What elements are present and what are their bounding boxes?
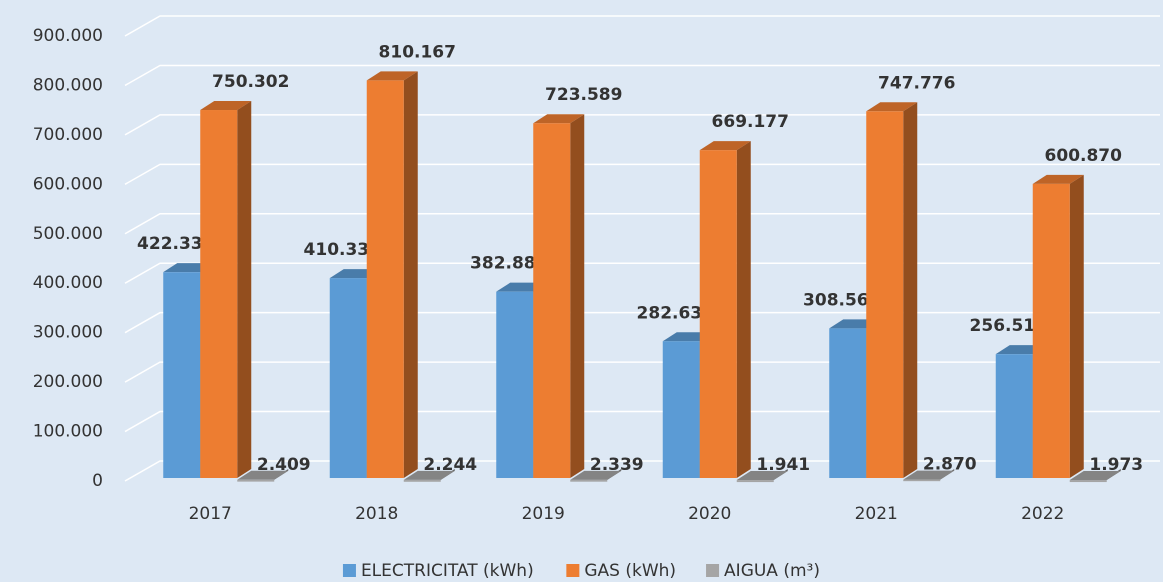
bar-top — [699, 141, 751, 151]
bar — [329, 278, 367, 478]
y-tick-label: 800.000 — [33, 75, 103, 95]
bar — [496, 291, 534, 478]
bar-top — [366, 71, 418, 81]
bar — [366, 80, 404, 479]
value-label: 2.339 — [590, 455, 644, 475]
y-tick-label: 900.000 — [33, 26, 103, 46]
bar — [533, 123, 571, 479]
y-tick-label: 700.000 — [33, 125, 103, 145]
bar — [570, 479, 608, 482]
value-label: 723.589 — [545, 85, 622, 105]
bar — [662, 341, 700, 478]
legend-swatch — [706, 564, 720, 577]
value-label: 747.776 — [878, 73, 955, 93]
bar — [163, 272, 201, 478]
value-label: 669.177 — [712, 112, 789, 132]
value-label: 600.870 — [1045, 146, 1123, 166]
x-tick-label: 2018 — [355, 504, 398, 524]
bar — [829, 328, 867, 478]
value-label: 2.244 — [423, 455, 477, 475]
bar-top — [403, 470, 455, 480]
value-label: 1.973 — [1089, 455, 1143, 475]
bar — [1069, 480, 1107, 483]
value-label: 2.870 — [923, 455, 977, 475]
bar-side — [736, 141, 751, 478]
bar-top — [200, 101, 252, 111]
grid-line — [124, 163, 1160, 185]
y-tick-label: 0 — [92, 471, 103, 491]
legend-swatch — [342, 564, 356, 577]
value-label: 382.885 — [470, 254, 547, 274]
value-label: 422.331 — [137, 234, 214, 254]
value-label: 2.409 — [257, 455, 311, 475]
bar-side — [403, 71, 418, 479]
grid-line — [124, 64, 1160, 87]
bar-top — [570, 470, 622, 480]
bar-top — [533, 114, 585, 124]
y-tick-label: 400.000 — [33, 273, 103, 293]
bar — [1032, 183, 1070, 478]
value-label: 308.567 — [803, 290, 880, 310]
y-tick-label: 500.000 — [33, 224, 103, 244]
bar-top — [903, 470, 955, 480]
bar-top — [1032, 174, 1084, 184]
grid-line — [124, 460, 1160, 482]
legend-swatch — [566, 564, 580, 577]
value-label: 1.941 — [756, 455, 810, 475]
bar-top — [1069, 471, 1121, 481]
grid-line — [124, 410, 1160, 433]
grid-line — [124, 114, 1160, 136]
value-label: 410.332 — [304, 240, 381, 260]
x-tick-label: 2021 — [855, 504, 898, 524]
legend-label: ELECTRICITAT (kWh) — [361, 561, 534, 581]
y-tick-label: 200.000 — [33, 372, 103, 392]
x-tick-label: 2019 — [522, 504, 565, 524]
value-label: 750.302 — [212, 72, 289, 92]
bar — [403, 479, 441, 482]
bar — [903, 479, 941, 482]
grid-line — [124, 213, 1160, 235]
y-tick-label: 100.000 — [33, 422, 103, 442]
grid-line — [124, 311, 1160, 334]
legend-label: AIGUA (m³) — [724, 561, 820, 581]
bar — [995, 354, 1033, 478]
x-tick-label: 2020 — [688, 504, 731, 524]
bar-side — [570, 114, 585, 479]
bar — [736, 480, 774, 483]
grid-line — [124, 361, 1160, 383]
bar-top — [736, 471, 788, 481]
grid-line — [124, 15, 1160, 37]
bar — [237, 479, 275, 482]
legend-label: GAS (kWh) — [584, 561, 676, 581]
bar — [200, 110, 238, 479]
bar — [866, 111, 904, 479]
bar-side — [237, 101, 252, 479]
bar-top — [866, 102, 918, 112]
y-tick-label: 300.000 — [33, 323, 103, 343]
value-label: 282.630 — [637, 303, 715, 323]
bar-side — [1069, 174, 1084, 478]
x-tick-label: 2017 — [189, 504, 232, 524]
value-label: 256.519 — [970, 316, 1047, 336]
value-label: 810.167 — [379, 42, 456, 62]
x-tick-label: 2022 — [1021, 504, 1064, 524]
bar-side — [903, 102, 918, 479]
bar-top — [237, 470, 289, 480]
y-tick-label: 600.000 — [33, 174, 103, 194]
grid-line — [124, 262, 1160, 284]
bar — [699, 150, 737, 478]
